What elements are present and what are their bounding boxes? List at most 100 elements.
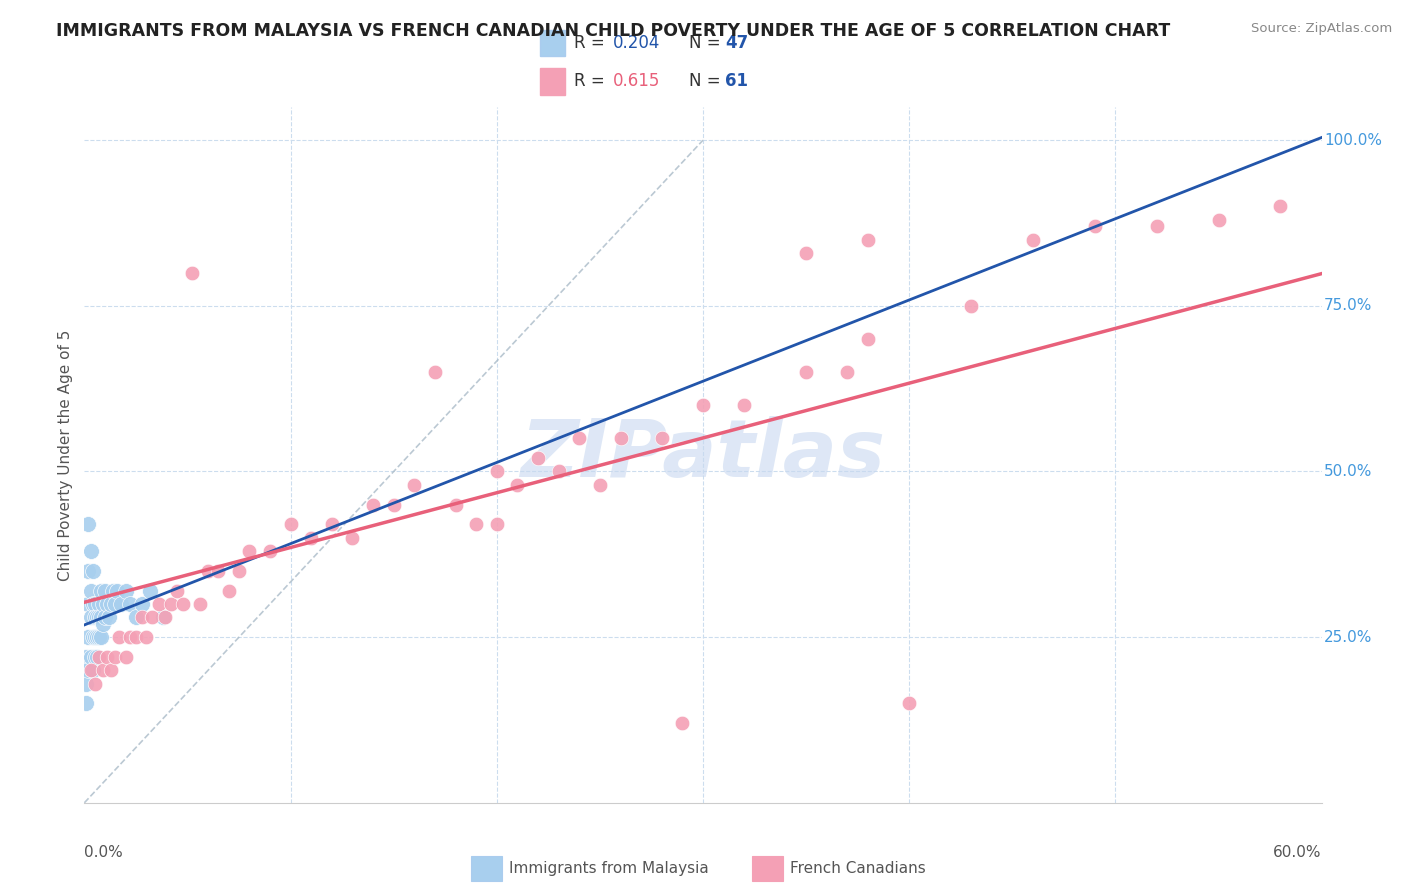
Point [75,650,97,665]
Point [82,564,104,578]
Point [188,597,211,611]
Text: 25.0%: 25.0% [1324,630,1372,645]
Point [105,583,128,598]
Point [153,610,176,624]
Point [465,517,488,532]
Text: 0.204: 0.204 [613,34,661,52]
Point [100,597,122,611]
Text: 50.0%: 50.0% [1324,464,1372,479]
Point [83,676,105,690]
Text: N =: N = [689,34,725,52]
Point [207,564,229,578]
Point [118,630,141,644]
Point [77,564,100,578]
Point [86,630,108,644]
Point [280,517,302,532]
Point [218,583,240,598]
Point [361,498,384,512]
Text: 0.615: 0.615 [613,72,661,90]
Point [104,597,127,611]
Point [485,517,508,532]
Point [87,610,110,624]
Point [83,597,105,611]
Point [131,610,153,624]
Text: 100.0%: 100.0% [1324,133,1382,148]
Point [87,630,110,644]
Text: R =: R = [574,72,610,90]
Point [77,630,100,644]
Text: 61: 61 [725,72,748,90]
Point [77,597,100,611]
Point [75,697,97,711]
Point [79,650,101,665]
Text: N =: N = [689,72,725,90]
Point [568,431,591,445]
Point [794,365,817,379]
Point [104,650,127,665]
Point [100,663,122,677]
Point [79,610,101,624]
FancyBboxPatch shape [540,68,565,95]
Point [321,517,343,532]
Point [794,245,817,260]
Point [114,650,136,665]
Point [83,630,105,644]
Point [547,465,569,479]
Point [110,597,132,611]
Point [103,583,125,598]
Point [139,583,162,598]
Point [86,610,108,624]
Point [527,451,550,466]
Point [87,650,110,665]
Point [382,498,405,512]
Point [98,610,121,624]
Point [118,597,141,611]
Point [856,332,879,346]
Point [609,431,631,445]
Point [91,597,114,611]
Point [79,544,101,558]
Text: Source: ZipAtlas.com: Source: ZipAtlas.com [1251,22,1392,36]
Point [692,398,714,412]
Point [898,697,921,711]
Point [485,465,508,479]
Point [135,630,157,644]
Point [342,531,364,545]
Point [82,597,104,611]
Point [131,597,153,611]
Point [733,398,755,412]
Point [94,583,117,598]
Point [90,630,112,644]
Point [1208,212,1230,227]
Text: Immigrants from Malaysia: Immigrants from Malaysia [509,862,709,876]
Point [77,517,100,532]
Point [91,616,114,631]
FancyBboxPatch shape [540,29,565,56]
Point [83,650,105,665]
Point [506,477,529,491]
Point [77,663,100,677]
Point [172,597,194,611]
Text: R =: R = [574,34,610,52]
Text: ZIPatlas: ZIPatlas [520,416,886,494]
Point [83,610,105,624]
Point [837,365,859,379]
Text: 75.0%: 75.0% [1324,298,1372,313]
Text: 47: 47 [725,34,749,52]
Point [87,597,110,611]
Point [444,498,467,512]
Point [1270,199,1292,213]
Point [125,610,148,624]
Point [86,650,108,665]
Point [114,583,136,598]
Point [79,583,101,598]
Point [96,650,118,665]
Text: French Canadians: French Canadians [790,862,927,876]
Point [197,564,219,578]
Point [160,597,183,611]
Point [108,630,131,644]
Point [180,266,202,280]
Point [82,663,104,677]
Point [94,610,117,624]
Point [299,531,322,545]
